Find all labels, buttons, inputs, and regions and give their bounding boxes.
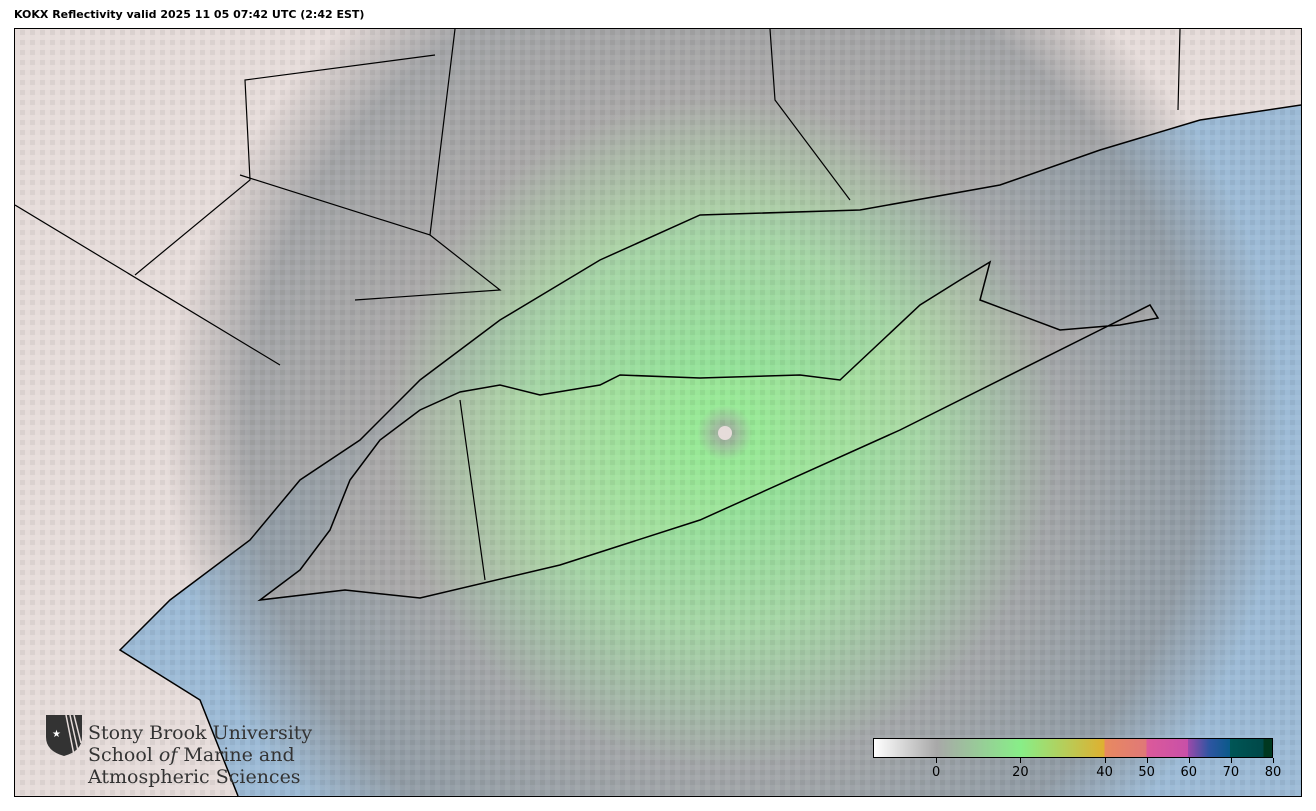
colorbar-tick bbox=[1273, 758, 1274, 763]
colorbar-tick-label: 20 bbox=[1012, 765, 1029, 780]
colorbar-tick-label: 70 bbox=[1222, 765, 1240, 780]
colorbar-tick bbox=[1230, 758, 1232, 763]
colorbar bbox=[873, 738, 1273, 758]
colorbar-tick-label: 60 bbox=[1180, 765, 1198, 780]
colorbar-tick-label: 80 bbox=[1264, 765, 1282, 780]
radar-site bbox=[718, 426, 732, 440]
shield-logo-icon: ★ bbox=[46, 714, 82, 756]
logo-text: Marine and bbox=[177, 744, 295, 766]
colorbar-tick bbox=[1146, 758, 1148, 763]
logo-line-2: School of Marine and bbox=[88, 744, 295, 766]
state-borders bbox=[15, 29, 1181, 581]
logo-line-1: Stony Brook University bbox=[88, 722, 313, 744]
logo-text: School bbox=[88, 744, 159, 766]
colorbar-tick bbox=[936, 758, 938, 763]
logo-line-3: Atmospheric Sciences bbox=[88, 766, 301, 788]
svg-text:★: ★ bbox=[52, 729, 61, 740]
colorbar-tick-label: 50 bbox=[1138, 765, 1155, 780]
coastline bbox=[118, 104, 1301, 796]
colorbar-tick-label: 0 bbox=[932, 765, 941, 780]
logo-text-italic: of bbox=[158, 744, 178, 766]
map-title: KOKX Reflectivity valid 2025 11 05 07:42… bbox=[14, 8, 365, 21]
colorbar-tick bbox=[1104, 758, 1106, 763]
colorbar-tick bbox=[1020, 758, 1022, 763]
colorbar-tick-label: 40 bbox=[1096, 765, 1113, 780]
colorbar-tick bbox=[1188, 758, 1190, 763]
long-island-outline bbox=[257, 260, 1160, 602]
radar-map bbox=[14, 28, 1302, 797]
